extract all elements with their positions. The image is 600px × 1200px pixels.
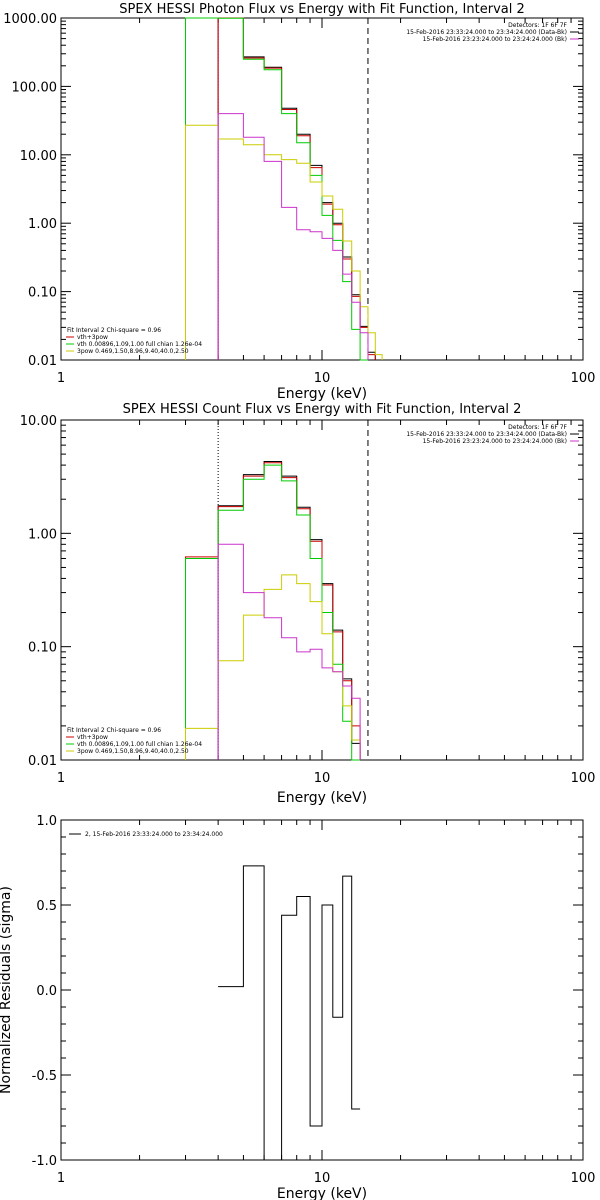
count-flux-series-bk [217,543,361,760]
photon-flux-legend-right-entry: 15-Feb-2016 23:33:24.000 to 23:34:24.000… [406,29,567,36]
count-flux-title: SPEX HESSI Count Flux vs Energy with Fit… [123,402,522,417]
photon-flux-y-tick-label: 0.01 [28,354,57,369]
count-flux-legend-left-entry: vth+3pow [77,734,108,741]
count-flux-panel: SPEX HESSI Count Flux vs Energy with Fit… [20,402,596,806]
count-flux-legend-right-entry: 15-Feb-2016 23:23:24.000 to 23:24:24.000… [423,438,567,445]
count-flux-legend-left-entry: vth 0.00896,1.09,1.00 full chian 1.26e-0… [77,741,202,748]
count-flux-x-tick-label: 10 [314,771,331,786]
photon-flux-panel: SPEX HESSI Photon Flux vs Energy with Fi… [3,2,595,402]
count-flux-series-vth-3pow [185,462,361,760]
residuals-x-tick-label: 1 [57,1171,65,1186]
photon-flux-y-tick-label: 1000.00 [3,12,57,27]
photon-flux-y-tick-label: 10.00 [20,149,57,164]
photon-flux-y-tick-label: 0.10 [28,286,57,301]
residuals-y-tick-label: -0.5 [32,1069,57,1084]
residuals-y-tick-label: 0.0 [36,984,57,999]
residuals-y-axis-label: Normalized Residuals (sigma) [0,886,14,1094]
photon-flux-legend-left-entry: Fit Interval 2 Chi-square = 0.96 [67,327,161,334]
count-flux-series-3pow [185,574,361,760]
residuals-x-tick-label: 100 [571,1171,596,1186]
count-flux-legend-right-entry: Detectors: 1F 6F 7F [508,424,567,431]
photon-flux-legend-left-entry: 3pow 0.469,1.50,8.96,9.40,40.0,2.50 [77,348,189,355]
residuals-legend-entry: 2, 15-Feb-2016 23:33:24.000 to 23:34:24.… [85,831,223,838]
photon-flux-legend-left-entry: vth 0.00896,1.09,1.00 full chian 1.26e-0… [77,341,202,348]
residuals-y-tick-label: 1.0 [36,814,57,829]
residuals-x-tick-label: 10 [314,1171,331,1186]
photon-flux-x-tick-label: 100 [571,371,596,386]
photon-flux-y-tick-label: 1.00 [28,217,57,232]
photon-flux-legend-right-entry: 15-Feb-2016 23:23:24.000 to 23:24:24.000… [423,36,567,43]
photon-flux-x-tick-label: 10 [314,371,331,386]
photon-flux-title: SPEX HESSI Photon Flux vs Energy with Fi… [119,2,525,17]
residuals-x-axis-label: Energy (keV) [277,1186,367,1200]
count-flux-y-tick-label: 1.00 [28,527,57,542]
count-flux-y-tick-label: 10.00 [20,414,57,429]
count-flux-x-axis-label: Energy (keV) [277,790,367,806]
photon-flux-series-vth [185,17,368,361]
photon-flux-legend-left-entry: vth+3pow [77,334,108,341]
photon-flux-series-3pow [185,124,383,360]
residuals-y-tick-label: -1.0 [32,1154,57,1169]
count-flux-y-tick-label: 0.10 [28,641,57,656]
residuals-series-2-15-feb-2016-23-33-24-000-to-23-34-24-000 [218,865,361,1161]
count-flux-legend-right-entry: 15-Feb-2016 23:33:24.000 to 23:34:24.000… [406,431,567,438]
count-flux-legend-left-entry: Fit Interval 2 Chi-square = 0.96 [67,727,161,734]
residuals-y-tick-label: 0.5 [36,899,57,914]
count-flux-series-vth [185,464,361,761]
count-flux-legend-left-entry: 3pow 0.469,1.50,8.96,9.40,40.0,2.50 [77,748,189,755]
count-flux-x-tick-label: 1 [57,771,65,786]
photon-flux-x-axis-label: Energy (keV) [277,386,367,402]
photon-flux-x-tick-label: 1 [57,371,65,386]
photon-flux-series-bk [217,113,369,360]
count-flux-y-tick-label: 0.01 [28,754,57,769]
residuals-panel: Energy (keV) Normalized Residuals (sigma… [0,814,595,1200]
count-flux-x-tick-label: 100 [571,771,596,786]
photon-flux-legend-right-entry: Detectors: 1F 6F 7F [508,22,567,29]
photon-flux-y-tick-label: 100.00 [12,80,58,95]
